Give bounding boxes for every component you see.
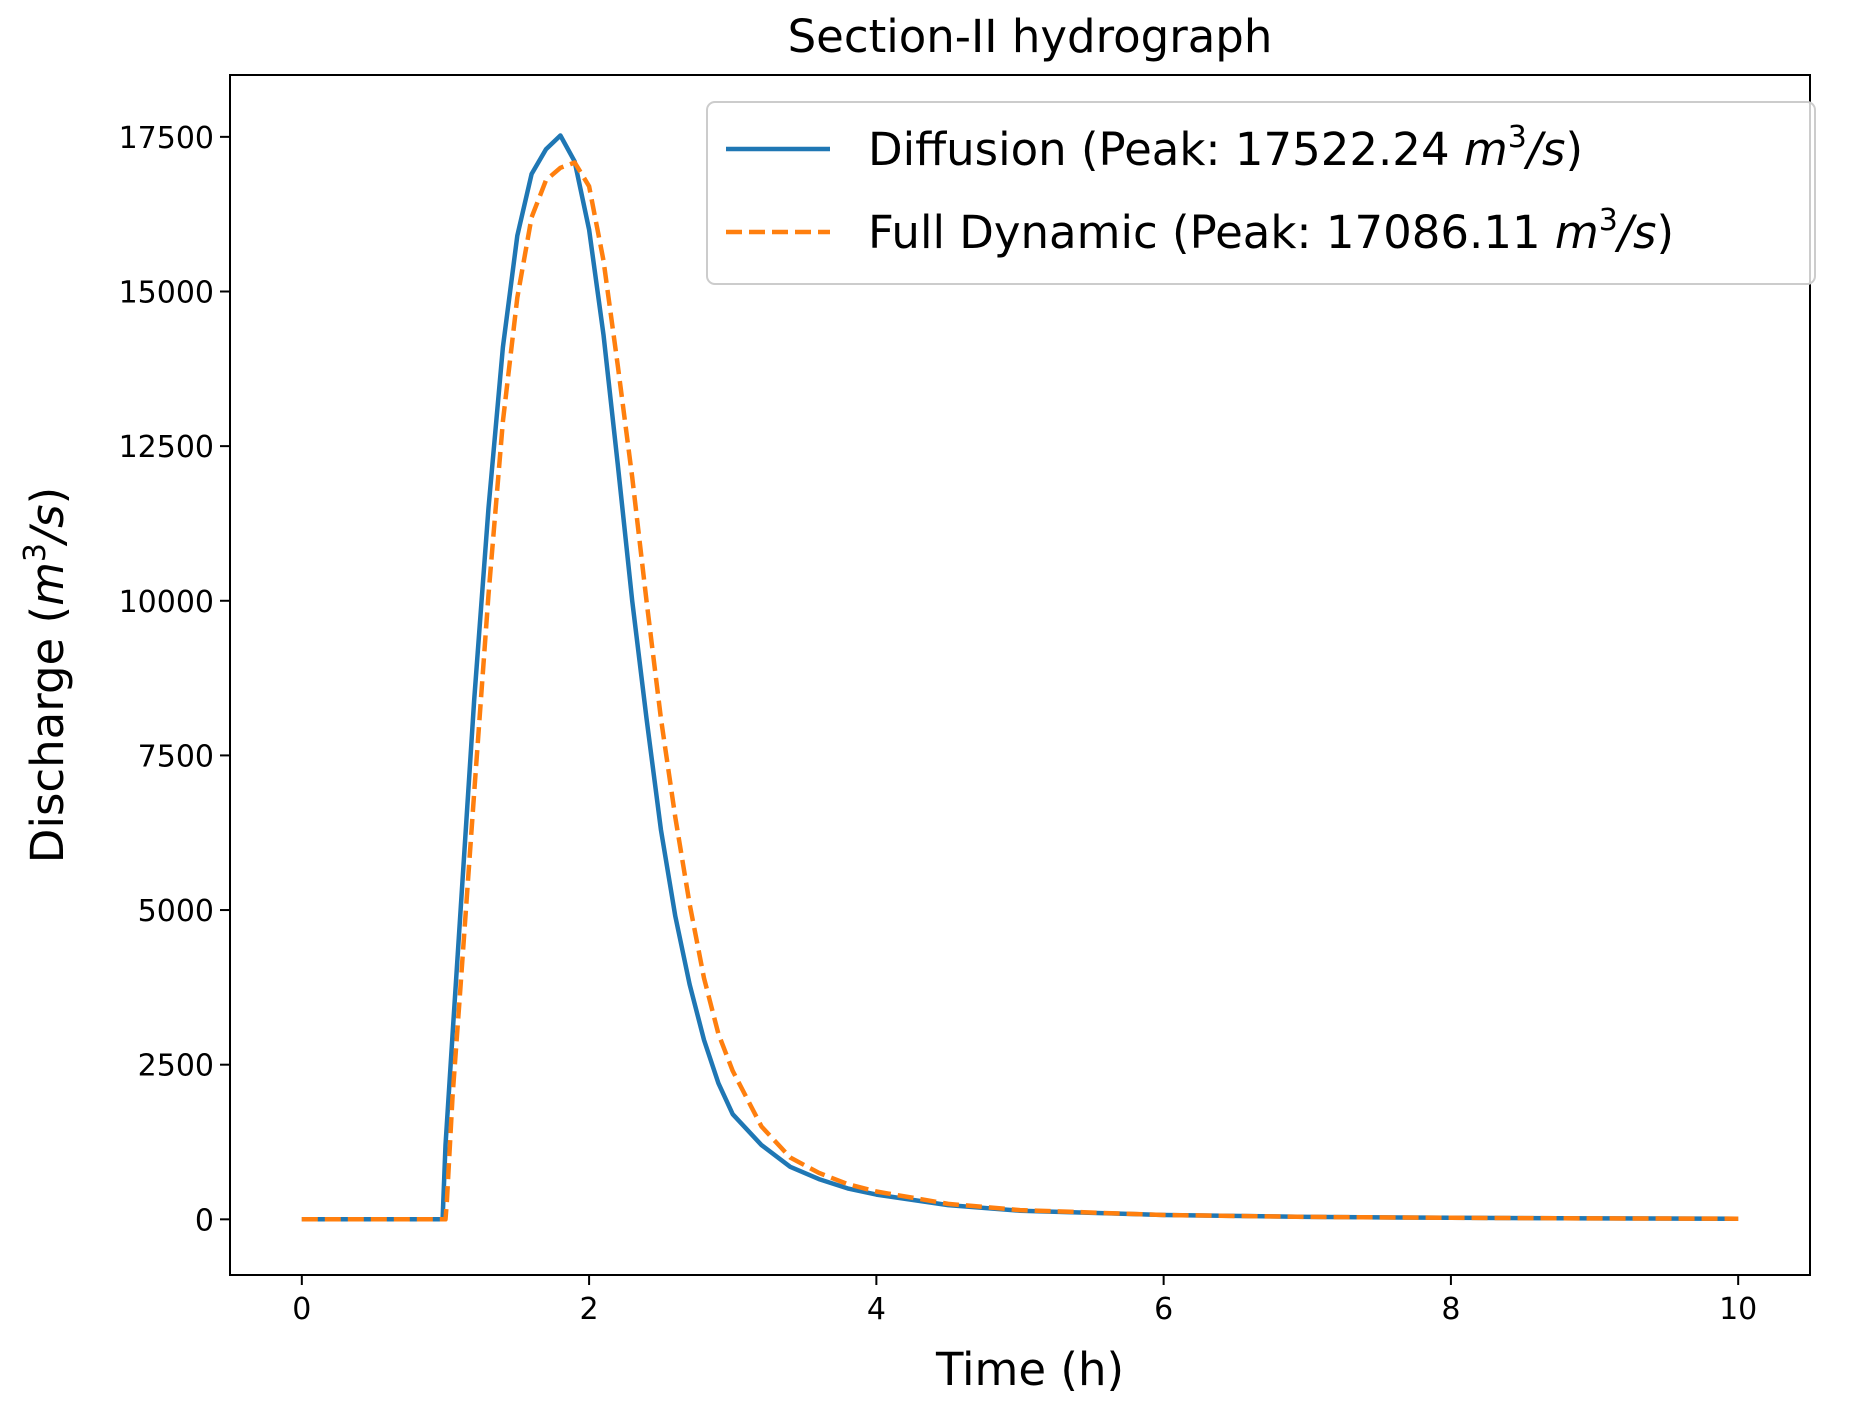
y-tick-label: 17500 — [119, 121, 214, 156]
y-tick-label: 15000 — [119, 275, 214, 310]
y-tick-label: 0 — [195, 1203, 214, 1238]
y-axis-ticks: 0 2500 5000 7500 10000 12500 15000 17500 — [119, 121, 230, 1238]
chart-title: Section-II hydrograph — [788, 10, 1273, 63]
y-axis-label-unit-base: m — [21, 562, 74, 606]
axes-frame — [229, 74, 1811, 1276]
series-layer — [301, 133, 1739, 1222]
x-tick-label: 4 — [867, 1292, 886, 1327]
x-axis-label: Time (h) — [935, 1343, 1124, 1396]
x-axis-ticks: 0 2 4 6 8 10 — [292, 1275, 1757, 1327]
y-axis-label-close: ) — [21, 487, 74, 505]
y-tick-label: 2500 — [138, 1049, 214, 1084]
x-tick-label: 8 — [1441, 1292, 1460, 1327]
y-tick-label: 10000 — [119, 585, 214, 620]
x-tick-label: 10 — [1719, 1292, 1757, 1327]
y-tick-label: 7500 — [138, 739, 214, 774]
plot-area: 0 2 4 6 8 10 0 2500 5000 7500 10000 12500 15000 1750… — [119, 74, 1811, 1327]
x-tick-label: 0 — [292, 1292, 311, 1327]
y-axis-label-text: Discharge ( — [21, 606, 74, 863]
y-tick-label: 5000 — [138, 894, 214, 929]
legend-label-diffusion: Diffusion (Peak: 17522.24 m3/s) — [868, 120, 1583, 176]
legend: Diffusion (Peak: 17522.24 m3/s) Full Dyn… — [706, 101, 1816, 285]
y-tick-label: 12500 — [119, 430, 214, 465]
legend-box — [706, 101, 1816, 285]
y-axis-label-unit-sup: 3 — [18, 543, 53, 562]
x-tick-label: 6 — [1154, 1292, 1173, 1327]
x-tick-label: 2 — [580, 1292, 599, 1327]
y-axis-label: Discharge (m3/s) — [18, 487, 74, 863]
svg-text:Discharge (m3/s): Discharge (m3/s) — [18, 487, 74, 863]
y-axis-label-unit-tail: /s — [21, 504, 74, 547]
series-line-full-dynamic — [301, 160, 1739, 1222]
legend-label-full-dynamic: Full Dynamic (Peak: 17086.11 m3/s) — [868, 203, 1674, 259]
